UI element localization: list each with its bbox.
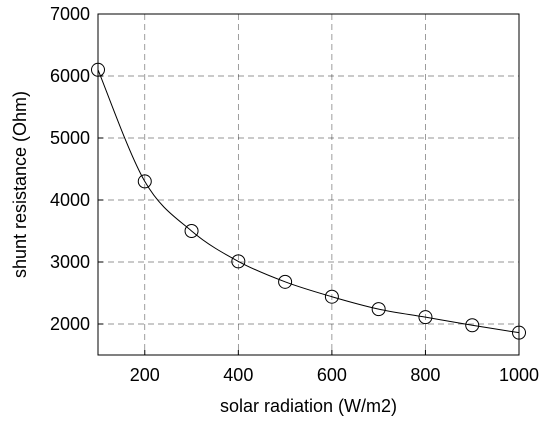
x-tick-label: 800 [410,365,440,385]
series-layer [91,62,526,340]
ticks: 200 400 600 800 1000 2000 3000 4000 5000 6000 7000 [50,4,539,385]
x-tick-label: 400 [223,365,253,385]
series-line [97,69,520,334]
data-point-marker [465,318,480,333]
y-tick-label: 6000 [50,66,90,86]
y-axis-label: shunt resistance (Ohm) [10,91,30,278]
data-point-marker [418,310,433,325]
data-point-marker [184,224,199,238]
y-tick-label: 2000 [50,314,90,334]
data-point-marker [324,289,339,304]
x-tick-label: 1000 [499,365,539,385]
y-tick-label: 7000 [50,4,90,24]
y-tick-label: 3000 [50,252,90,272]
data-point-marker [231,254,246,269]
data-point-marker [278,274,293,289]
data-point-marker [137,174,152,189]
grid [98,14,519,355]
x-tick-label: 600 [317,365,347,385]
x-tick-label: 200 [130,365,160,385]
y-tick-label: 4000 [50,190,90,210]
y-tick-label: 5000 [50,128,90,148]
x-axis-label: solar radiation (W/m2) [220,396,397,416]
plot-frame [97,13,520,356]
data-point-marker [371,302,386,317]
